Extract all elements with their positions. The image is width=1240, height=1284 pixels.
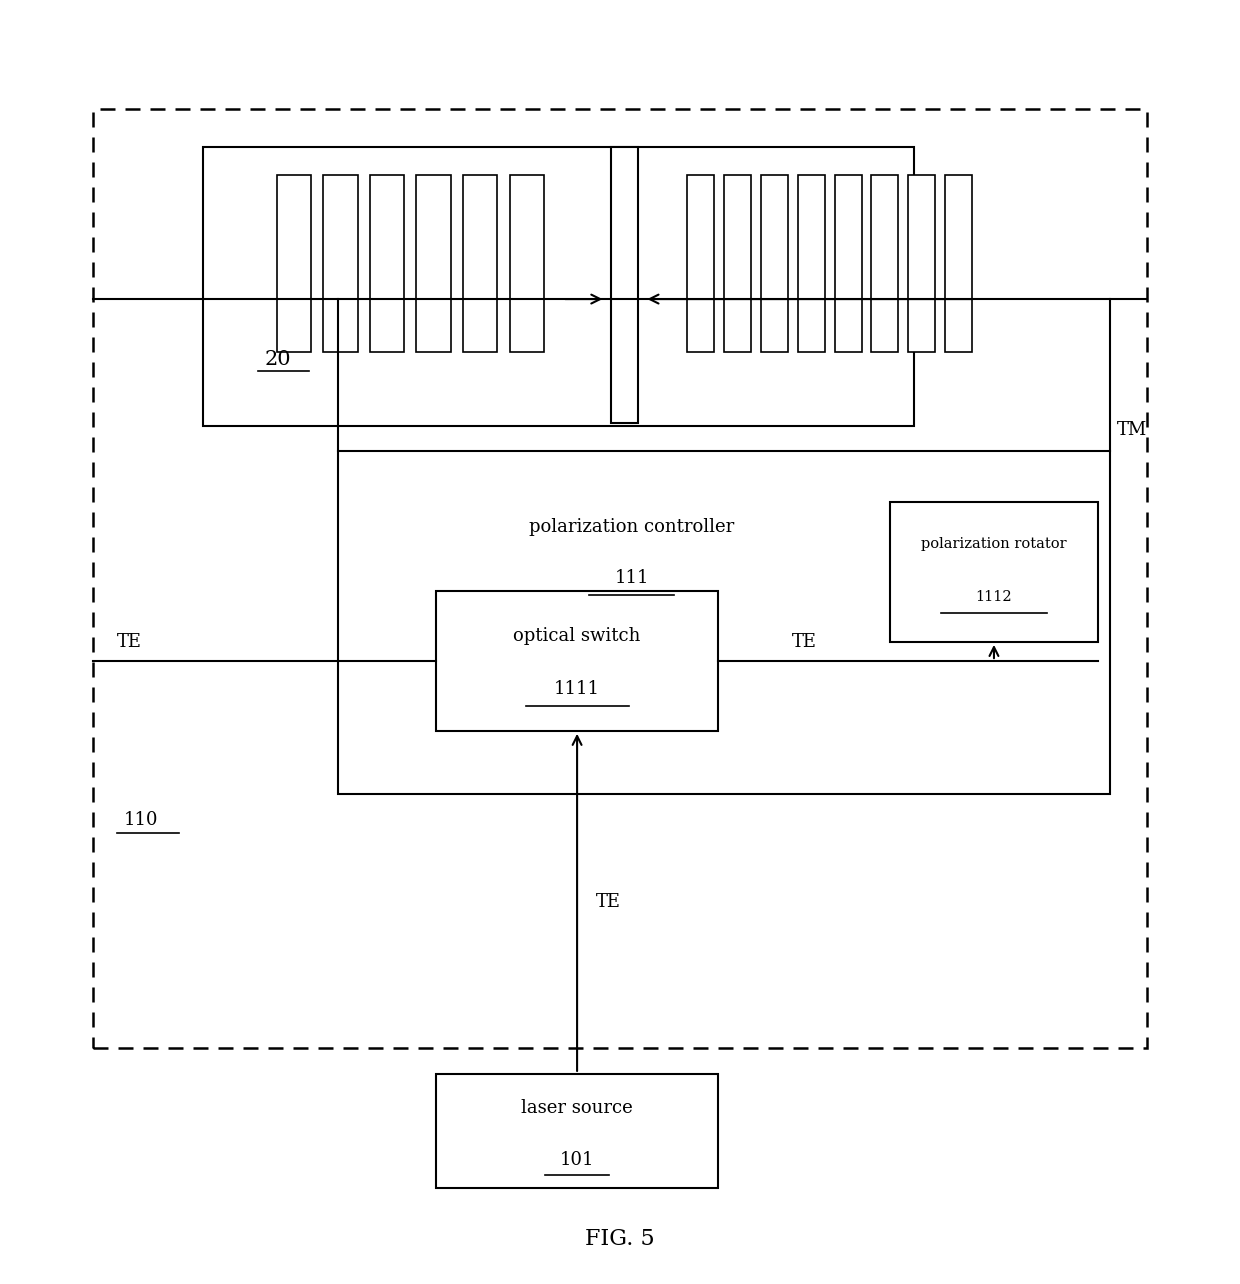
Text: polarization rotator: polarization rotator (921, 537, 1066, 551)
Bar (724, 175, 751, 352)
Bar (835, 175, 862, 352)
Bar (872, 175, 898, 352)
Bar (339, 452, 1111, 795)
Bar (611, 148, 639, 424)
Bar (797, 175, 825, 352)
Text: 111: 111 (614, 569, 649, 587)
Text: 110: 110 (124, 810, 157, 828)
Text: polarization controller: polarization controller (529, 517, 734, 535)
Bar (417, 175, 451, 352)
Bar (436, 1073, 718, 1188)
Bar (203, 146, 914, 426)
Text: TM: TM (1116, 421, 1147, 439)
Text: laser source: laser source (521, 1099, 632, 1117)
Text: 101: 101 (559, 1150, 594, 1168)
Text: TE: TE (595, 894, 620, 912)
Bar (463, 175, 497, 352)
Text: 20: 20 (264, 351, 291, 369)
Text: FIG. 5: FIG. 5 (585, 1228, 655, 1249)
Text: TE: TE (791, 633, 816, 651)
Bar (687, 175, 714, 352)
Bar (370, 175, 404, 352)
Bar (908, 175, 935, 352)
Text: TE: TE (118, 633, 143, 651)
Bar (945, 175, 972, 352)
Text: 1111: 1111 (554, 681, 600, 698)
Bar (761, 175, 787, 352)
Bar (277, 175, 311, 352)
Bar (510, 175, 544, 352)
Bar (890, 502, 1099, 642)
Text: optical switch: optical switch (513, 627, 641, 645)
Bar (324, 175, 357, 352)
Bar (436, 591, 718, 731)
Bar (93, 109, 1147, 1049)
Text: 1112: 1112 (976, 591, 1012, 605)
